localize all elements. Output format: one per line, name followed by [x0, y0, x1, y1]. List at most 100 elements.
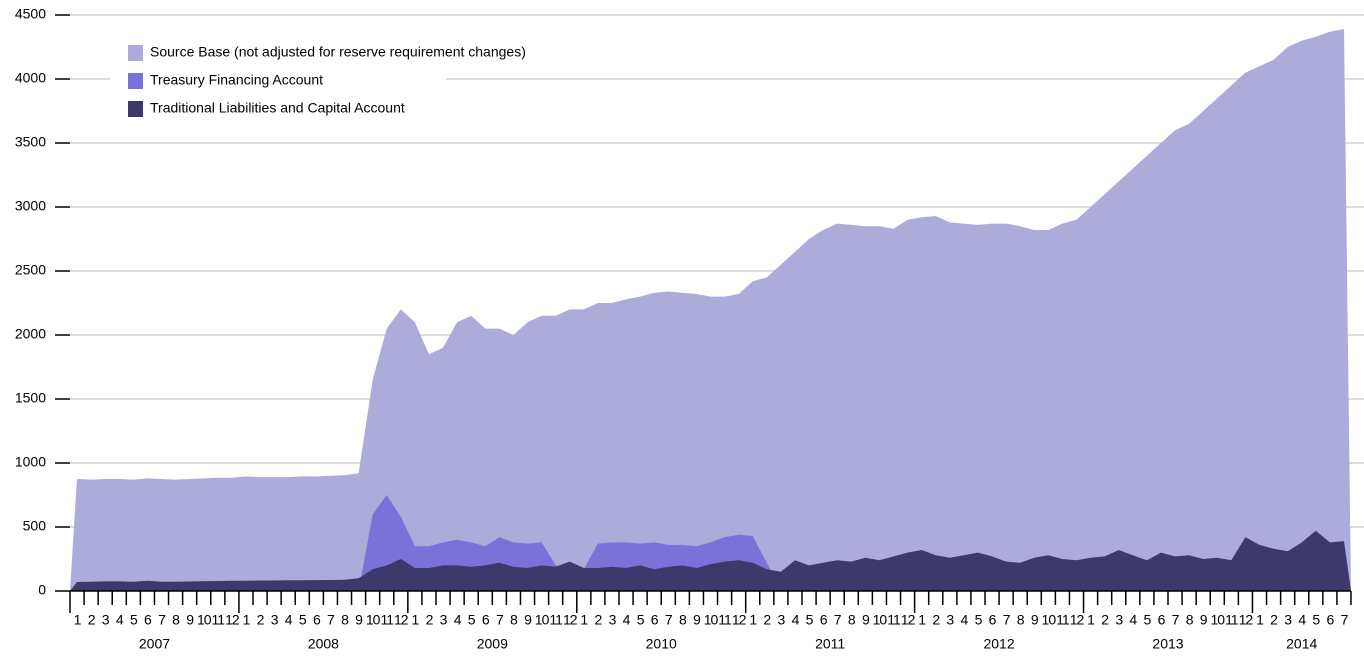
x-tick-label: 8 [848, 612, 856, 628]
x-tick-label: 6 [989, 612, 997, 628]
x-tick-label: 2 [257, 612, 265, 628]
x-tick-label: 12 [394, 612, 409, 628]
x-tick-label: 7 [834, 612, 842, 628]
x-tick-label: 6 [144, 612, 152, 628]
x-tick-label: 9 [862, 612, 870, 628]
x-tick-label: 11 [1225, 612, 1239, 628]
y-tick-label: 3000 [15, 198, 46, 214]
y-tick-label: 2500 [15, 262, 46, 278]
y-tick-label: 4000 [15, 70, 46, 86]
x-tick-label: 3 [777, 612, 785, 628]
x-tick-label: 11 [718, 612, 732, 628]
x-tick-label: 5 [806, 612, 814, 628]
x-tick-label: 11 [1056, 612, 1070, 628]
year-label: 2013 [1152, 636, 1183, 652]
x-tick-label: 10 [1042, 612, 1057, 628]
x-tick-label: 5 [1312, 612, 1320, 628]
x-tick-label: 6 [1158, 612, 1166, 628]
x-tick-label: 12 [225, 612, 240, 628]
y-tick-label: 1500 [15, 390, 46, 406]
x-tick-label: 12 [1239, 612, 1254, 628]
x-tick-label: 1 [243, 612, 251, 628]
x-tick-label: 10 [704, 612, 719, 628]
x-tick-label: 10 [366, 612, 381, 628]
year-label: 2012 [983, 636, 1014, 652]
x-tick-label: 1 [1087, 612, 1095, 628]
x-tick-label: 10 [873, 612, 888, 628]
x-tick-label: 5 [975, 612, 983, 628]
x-tick-label: 5 [1143, 612, 1151, 628]
y-tick-label: 4500 [15, 6, 46, 22]
y-tick-label: 1000 [15, 454, 46, 470]
x-tick-label: 2 [88, 612, 96, 628]
x-tick-label: 9 [1031, 612, 1039, 628]
legend-swatch [128, 45, 143, 61]
x-tick-label: 4 [623, 612, 631, 628]
x-tick-label: 4 [1298, 612, 1306, 628]
year-label: 2011 [815, 636, 845, 652]
x-tick-label: 11 [212, 612, 226, 628]
x-tick-label: 9 [693, 612, 701, 628]
x-tick-label: 2 [1270, 612, 1278, 628]
x-tick-label: 4 [116, 612, 124, 628]
y-tick-label: 3500 [15, 134, 46, 150]
legend-box [110, 36, 446, 128]
x-tick-label: 7 [327, 612, 335, 628]
x-tick-label: 1 [1256, 612, 1264, 628]
x-tick-label: 7 [158, 612, 166, 628]
x-tick-label: 7 [1003, 612, 1011, 628]
x-tick-label: 9 [1200, 612, 1208, 628]
x-tick-label: 11 [549, 612, 563, 628]
x-tick-label: 1 [918, 612, 926, 628]
x-tick-label: 7 [1341, 612, 1349, 628]
x-tick-label: 11 [887, 612, 901, 628]
x-tick-label: 3 [102, 612, 110, 628]
x-tick-label: 9 [524, 612, 532, 628]
x-tick-label: 4 [454, 612, 462, 628]
legend-label: Source Base (not adjusted for reserve re… [150, 44, 526, 60]
x-tick-label: 11 [380, 612, 394, 628]
x-tick-label: 6 [1326, 612, 1334, 628]
x-tick-label: 7 [665, 612, 673, 628]
x-tick-label: 4 [285, 612, 293, 628]
x-tick-label: 9 [186, 612, 194, 628]
x-tick-label: 8 [172, 612, 180, 628]
x-tick-label: 3 [609, 612, 617, 628]
x-tick-label: 8 [1017, 612, 1025, 628]
legend-swatch [128, 101, 143, 117]
x-tick-label: 10 [535, 612, 550, 628]
y-tick-label: 500 [23, 518, 47, 534]
x-tick-label: 5 [130, 612, 138, 628]
x-tick-label: 3 [271, 612, 279, 628]
x-tick-label: 2 [594, 612, 602, 628]
x-tick-label: 2 [426, 612, 434, 628]
x-tick-label: 6 [651, 612, 659, 628]
x-tick-label: 3 [440, 612, 448, 628]
y-tick-label: 2000 [15, 326, 46, 342]
x-tick-label: 4 [1129, 612, 1137, 628]
area [70, 530, 1351, 591]
x-tick-label: 12 [563, 612, 578, 628]
x-tick-label: 1 [749, 612, 757, 628]
x-tick-label: 5 [468, 612, 476, 628]
x-tick-label: 4 [960, 612, 968, 628]
legend-swatch [128, 73, 143, 89]
year-label: 2008 [308, 636, 339, 652]
x-tick-label: 10 [1210, 612, 1225, 628]
year-label: 2010 [646, 636, 677, 652]
year-label: 2007 [139, 636, 170, 652]
x-tick-label: 10 [197, 612, 212, 628]
x-tick-label: 7 [1172, 612, 1180, 628]
x-tick-label: 12 [901, 612, 916, 628]
x-tick-label: 8 [341, 612, 349, 628]
y-tick-label: 0 [38, 582, 46, 598]
legend-label: Traditional Liabilities and Capital Acco… [150, 100, 405, 116]
x-tick-label: 6 [482, 612, 490, 628]
x-tick-label: 8 [510, 612, 518, 628]
x-tick-label: 3 [1115, 612, 1123, 628]
x-tick-label: 7 [496, 612, 504, 628]
x-tick-label: 8 [1186, 612, 1194, 628]
x-tick-label: 5 [637, 612, 645, 628]
x-tick-label: 3 [946, 612, 954, 628]
x-tick-label: 12 [1070, 612, 1085, 628]
